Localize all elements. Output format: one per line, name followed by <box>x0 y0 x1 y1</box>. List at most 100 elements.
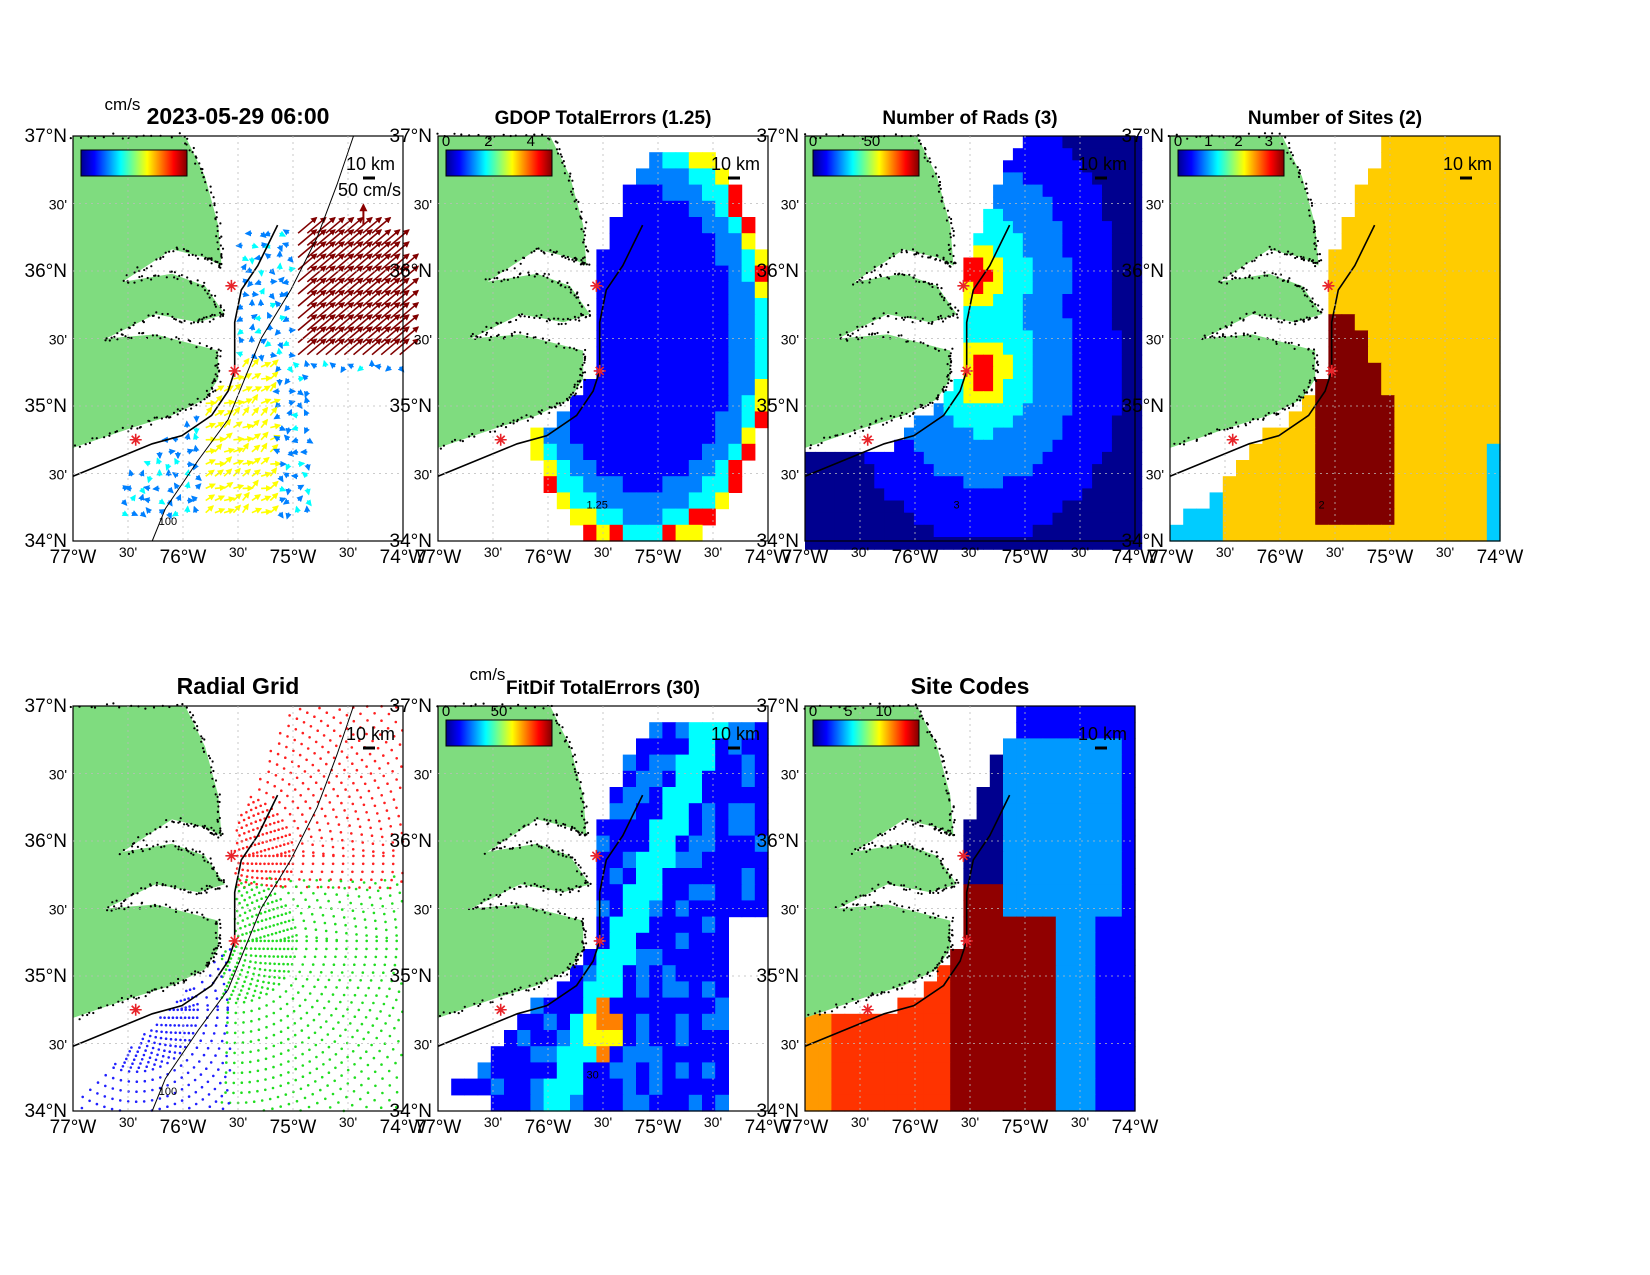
radgrid-lat-tick: 36°N <box>25 831 67 852</box>
sitecodes-lon-tick: 30' <box>961 1114 979 1130</box>
nrads-lon-tick: 30' <box>851 544 869 560</box>
totals-title: 2023-05-29 06:00 <box>147 103 330 129</box>
fitdif-land <box>438 706 590 1018</box>
gdop-gridlines <box>438 136 768 541</box>
panel-gdop: 77°W 30' 76°W 30' 75°W 30' 74°W 37°N 30' 36°N 30' 3… <box>390 108 792 568</box>
nrads-gridlines <box>805 136 1135 541</box>
totals-lon-tick: 77°W <box>50 547 97 568</box>
nsites-title: Number of Sites (2) <box>1248 108 1422 129</box>
nrads-lon-tick: 77°W <box>782 547 829 568</box>
radgrid-site-marker-2 <box>228 934 241 947</box>
nsites-gridlines <box>1170 136 1500 541</box>
sitecodes-title: Site Codes <box>911 673 1030 699</box>
sitecodes-lon-tick: 76°W <box>892 1117 939 1138</box>
totals-lon-tick: 74°W <box>380 547 427 568</box>
nsites-colorbar-tick: 2 <box>1234 133 1242 150</box>
gdop-site-marker-2 <box>593 364 606 377</box>
fitdif-lat-tick: 30' <box>414 902 432 918</box>
nsites-lon-tick: 77°W <box>1147 547 1194 568</box>
radgrid-site-marker-3 <box>129 1003 142 1016</box>
totals-lat-tick: 36°N <box>25 261 67 282</box>
totals-coastline <box>72 224 279 477</box>
nrads-scale-bar-label: 10 km <box>1078 154 1127 174</box>
fitdif-lat-tick: 30' <box>414 767 432 783</box>
totals-isobath <box>151 135 354 542</box>
fitdif-title: FitDif TotalErrors (30) <box>506 678 700 699</box>
radgrid-lon-tick: 74°W <box>380 1117 427 1138</box>
sitecodes-lon-tick: 30' <box>1071 1114 1089 1130</box>
nsites-colorbar-tick: 3 <box>1265 133 1273 150</box>
radgrid-land <box>73 706 225 1018</box>
sitecodes-coastline <box>804 794 1011 1047</box>
nrads-lat-tick: 30' <box>781 467 799 483</box>
nrads-colorbar <box>812 149 920 177</box>
sitecodes-lat-tick: 34°N <box>757 1101 799 1122</box>
sitecodes-scale-bar-label: 10 km <box>1078 724 1127 744</box>
nrads-colorbar-tick: 50 <box>864 133 881 150</box>
sitecodes-data-cells <box>805 706 1136 1112</box>
gdop-lat-tick: 30' <box>414 197 432 213</box>
nsites-site-marker-3 <box>1226 433 1239 446</box>
gdop-lat-tick: 30' <box>414 467 432 483</box>
radgrid-title: Radial Grid <box>177 673 300 699</box>
totals-lon-tick: 30' <box>339 544 357 560</box>
fitdif-lat-tick: 36°N <box>390 831 432 852</box>
nsites-lat-tick: 35°N <box>1122 396 1164 417</box>
radgrid-lat-tick: 30' <box>49 1037 67 1053</box>
gdop-colorbar-tick: 2 <box>484 133 492 150</box>
nsites-lon-tick: 76°W <box>1257 547 1304 568</box>
panel-totals: 50 cm/s 77°W 30' 76°W 30' 75°W 30' 74°W 37°N 30' 3… <box>25 95 427 568</box>
nrads-coastline <box>804 224 1011 477</box>
fitdif-lat-tick: 35°N <box>390 966 432 987</box>
gdop-coastline <box>437 224 644 477</box>
gdop-site-marker-1 <box>590 279 603 292</box>
nsites-lon-tick: 30' <box>1326 544 1344 560</box>
sitecodes-lat-tick: 30' <box>781 902 799 918</box>
totals-land <box>73 136 225 448</box>
nsites-land <box>1170 136 1322 448</box>
nrads-lat-tick: 30' <box>781 197 799 213</box>
totals-isobath-label: 100 <box>159 516 177 528</box>
gdop-colorbar-tick: 4 <box>527 133 535 150</box>
nrads-lat-tick: 37°N <box>757 126 799 147</box>
nrads-title: Number of Rads (3) <box>882 108 1057 129</box>
totals-site-marker-1 <box>225 279 238 292</box>
panel-sitecodes: 77°W 30' 76°W 30' 75°W 30' 74°W 37°N 30' 36°N 30' 3… <box>757 673 1159 1138</box>
nsites-lat-tick: 30' <box>1146 197 1164 213</box>
nsites-lon-tick: 30' <box>1216 544 1234 560</box>
totals-lon-tick: 76°W <box>160 547 207 568</box>
radgrid-lon-tick: 76°W <box>160 1117 207 1138</box>
fitdif-site-marker-1 <box>590 849 603 862</box>
nrads-contour-label: 3 <box>954 500 960 512</box>
fitdif-scale-bar-label: 10 km <box>711 724 760 744</box>
nsites-site-marker-2 <box>1325 364 1338 377</box>
fitdif-coastline <box>437 794 644 1047</box>
fitdif-lat-tick: 37°N <box>390 696 432 717</box>
radgrid-lon-tick: 77°W <box>50 1117 97 1138</box>
panel-fitdif: 77°W 30' 76°W 30' 75°W 30' 74°W 37°N 30' 36°N 30' 3… <box>390 665 792 1138</box>
gdop-lon-tick: 30' <box>484 544 502 560</box>
nrads-lat-tick: 36°N <box>757 261 799 282</box>
fitdif-contour-label: 30 <box>587 1070 599 1082</box>
gdop-lon-tick: 30' <box>704 544 722 560</box>
totals-coast-dots <box>69 132 226 448</box>
radgrid-scale-bar-label: 10 km <box>346 724 395 744</box>
nrads-land <box>805 136 957 448</box>
nsites-contour-label: 2 <box>1319 500 1325 512</box>
totals-scale-bar-label: 10 km <box>346 154 395 174</box>
gdop-lat-tick: 30' <box>414 332 432 348</box>
nrads-lon-tick: 76°W <box>892 547 939 568</box>
fitdif-colorbar-tick: 50 <box>491 703 508 720</box>
gdop-colorbar <box>445 149 553 177</box>
radgrid-lon-tick: 30' <box>229 1114 247 1130</box>
fitdif-lon-tick: 30' <box>484 1114 502 1130</box>
sitecodes-lat-tick: 35°N <box>757 966 799 987</box>
fitdif-site-marker-2 <box>593 934 606 947</box>
nsites-lon-tick: 30' <box>1436 544 1454 560</box>
gdop-data-cells <box>530 152 769 542</box>
nrads-lat-tick: 34°N <box>757 531 799 552</box>
gdop-lon-tick: 77°W <box>415 547 462 568</box>
radgrid-lat-tick: 30' <box>49 902 67 918</box>
radgrid-coast-dots <box>69 702 228 1021</box>
sitecodes-lon-tick: 30' <box>851 1114 869 1130</box>
